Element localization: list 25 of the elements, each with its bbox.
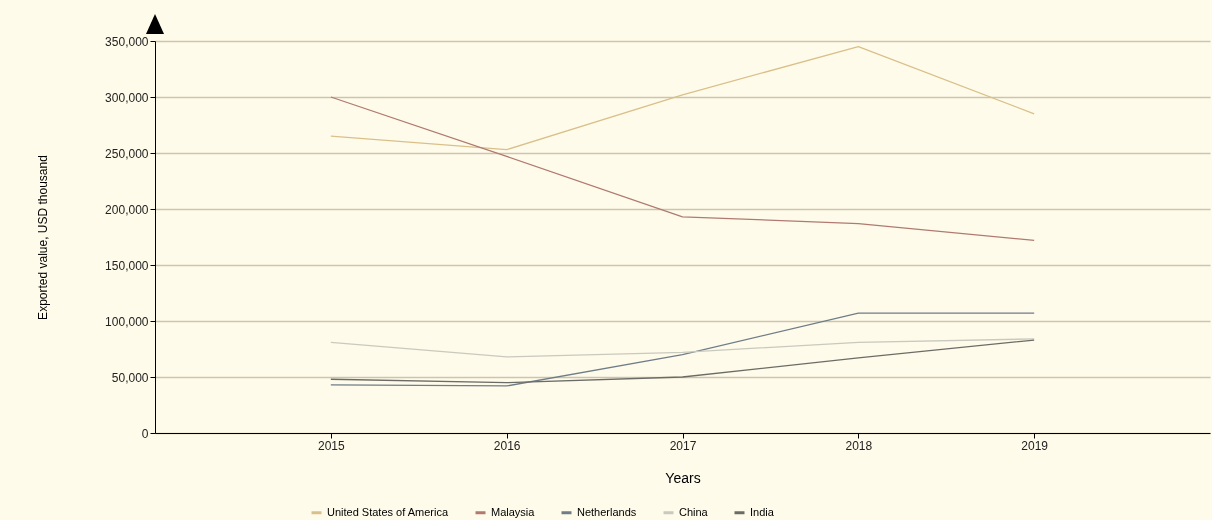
y-tick-label: 150,000 xyxy=(105,258,149,273)
line-series xyxy=(330,339,1035,384)
legend-label: India xyxy=(750,505,775,518)
y-tick-label: 200,000 xyxy=(105,202,149,217)
y-tick-label: 350,000 xyxy=(105,34,149,49)
x-tick-label: 2018 xyxy=(845,438,873,453)
y-tick-label: 100,000 xyxy=(105,314,149,329)
legend-label: Netherlands xyxy=(577,505,637,518)
legend-label: United States of America xyxy=(327,505,449,518)
line-series xyxy=(330,338,1035,358)
y-tick-label: 0 xyxy=(141,426,149,441)
y-axis-title: Exported value, USD thousand xyxy=(36,155,51,320)
legend-label: China xyxy=(679,505,709,518)
line-series xyxy=(330,312,1035,387)
y-tick-label: 50,000 xyxy=(111,370,149,385)
x-tick-label: 2016 xyxy=(493,438,521,453)
y-tick-label: 250,000 xyxy=(105,146,149,161)
x-tick-label: 2019 xyxy=(1021,438,1049,453)
x-axis-title: Years xyxy=(665,469,701,486)
line-series xyxy=(330,45,1035,151)
y-tick-label: 300,000 xyxy=(105,90,149,105)
line-series xyxy=(330,96,1035,242)
x-tick-label: 2017 xyxy=(669,438,697,453)
legend-label: Malaysia xyxy=(491,505,536,518)
x-tick-label: 2015 xyxy=(317,438,345,453)
